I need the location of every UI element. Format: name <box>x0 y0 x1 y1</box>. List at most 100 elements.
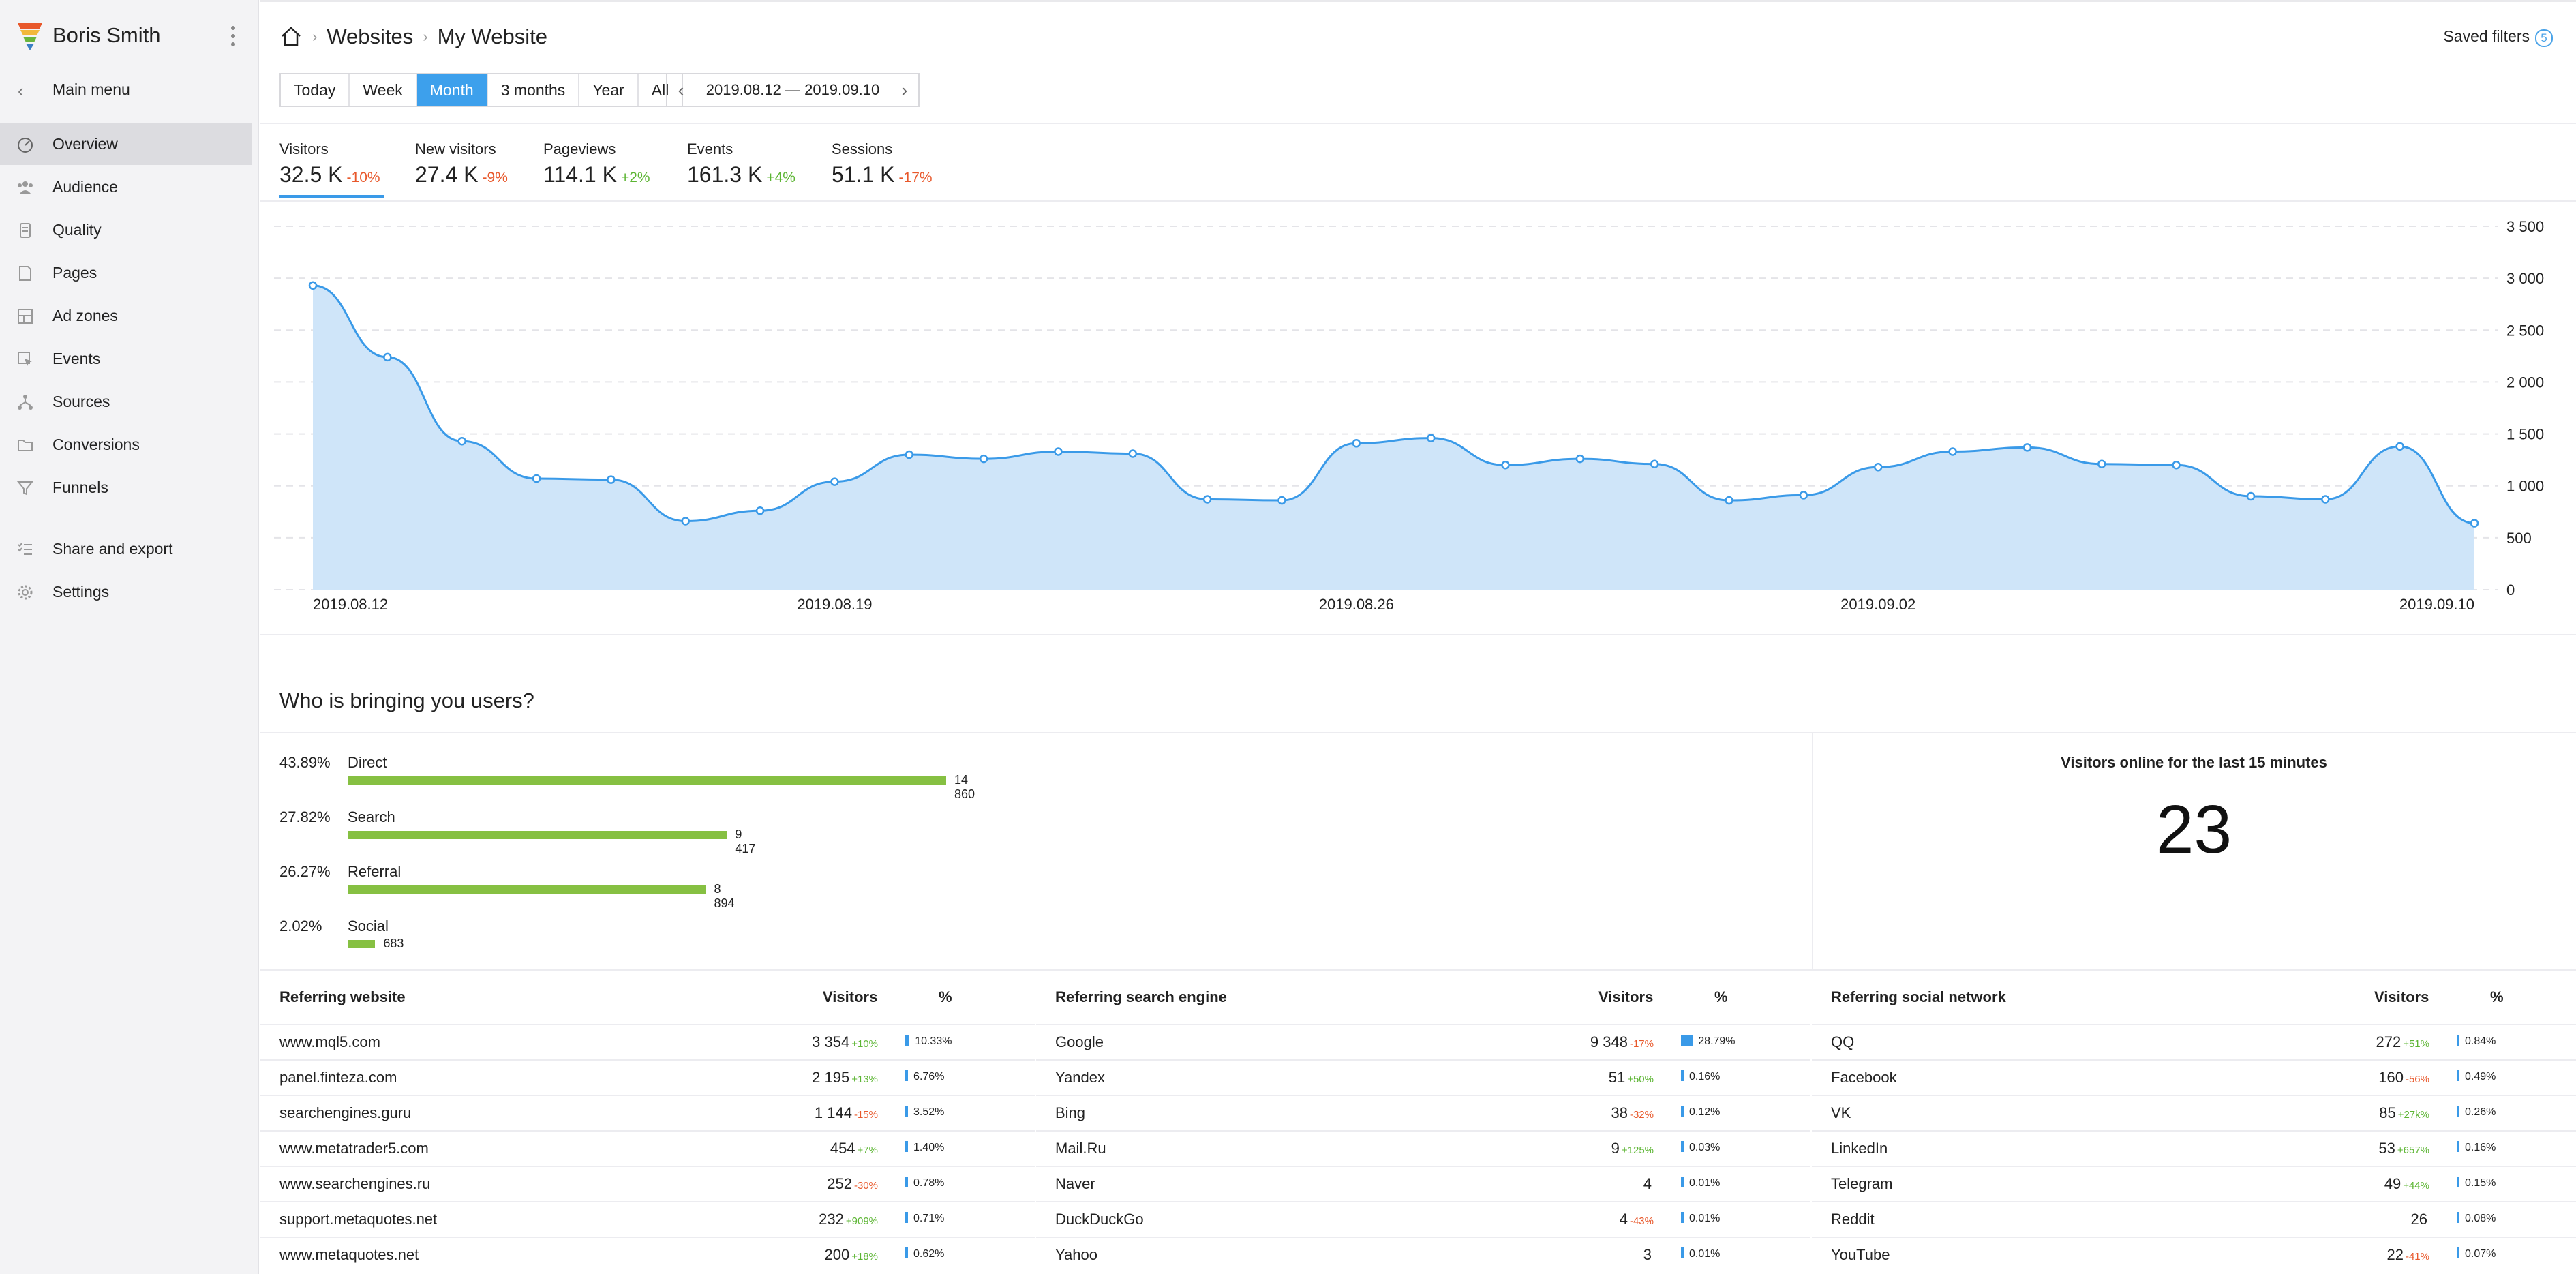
row-name[interactable]: Facebook <box>1831 1069 1897 1086</box>
row-name[interactable]: www.metaquotes.net <box>279 1246 419 1263</box>
data-point[interactable] <box>1352 439 1361 448</box>
table-row[interactable]: www.metatrader5.com 454 +7% 1.40% <box>260 1130 1035 1167</box>
breadcrumb-websites[interactable]: Websites <box>327 25 414 48</box>
table-row[interactable]: www.metaquotes.net 200 +18% 0.62% <box>260 1237 1035 1273</box>
sidebar-item-ad-zones[interactable]: Ad zones <box>0 294 252 337</box>
data-point[interactable] <box>830 477 839 486</box>
main-menu-link[interactable]: ‹ Main menu <box>0 74 259 105</box>
table-row[interactable]: Yahoo 3 0.01% <box>1036 1237 1810 1273</box>
sidebar-item-audience[interactable]: Audience <box>0 166 252 208</box>
data-point[interactable] <box>2470 519 2479 528</box>
data-point[interactable] <box>2097 459 2106 468</box>
row-name[interactable]: VK <box>1831 1104 1851 1121</box>
row-name[interactable]: support.metaquotes.net <box>279 1211 438 1228</box>
table-row[interactable]: www.searchengines.ru 252 -30% 0.78% <box>260 1166 1035 1202</box>
table-row[interactable]: panel.finteza.com 2 195 +13% 6.76% <box>260 1059 1035 1096</box>
row-name[interactable]: LinkedIn <box>1831 1140 1888 1157</box>
table-row[interactable]: Mail.Ru 9 +125% 0.03% <box>1036 1130 1810 1167</box>
data-point[interactable] <box>1725 496 1733 505</box>
table-row[interactable]: LinkedIn 53 +657% 0.16% <box>1812 1130 2576 1167</box>
data-point[interactable] <box>308 281 318 290</box>
data-point[interactable] <box>1873 463 1883 472</box>
data-point[interactable] <box>1799 491 1808 500</box>
metric-visitors[interactable]: Visitors 32.5 K -10% <box>279 140 380 187</box>
more-options-icon[interactable] <box>230 26 236 50</box>
chevron-right-icon[interactable]: › <box>901 79 908 100</box>
table-row[interactable]: Naver 4 0.01% <box>1036 1166 1810 1202</box>
table-row[interactable]: Bing 38 -32% 0.12% <box>1036 1095 1810 1132</box>
data-point[interactable] <box>1501 461 1510 470</box>
data-point[interactable] <box>1426 434 1436 442</box>
data-point[interactable] <box>681 517 690 526</box>
metric-sessions[interactable]: Sessions 51.1 K -17% <box>832 140 933 187</box>
period-today[interactable]: Today <box>281 74 350 106</box>
table-row[interactable]: Facebook 160 -56% 0.49% <box>1812 1059 2576 1096</box>
row-name[interactable]: Yahoo <box>1055 1246 1097 1263</box>
metric-new-visitors[interactable]: New visitors 27.4 K -9% <box>415 140 508 187</box>
data-point[interactable] <box>2246 491 2256 501</box>
data-point[interactable] <box>607 475 616 484</box>
row-name[interactable]: Yandex <box>1055 1069 1105 1086</box>
row-name[interactable]: www.mql5.com <box>279 1033 380 1050</box>
period-month[interactable]: Month <box>416 74 488 106</box>
sidebar-item-events[interactable]: Events <box>0 337 252 380</box>
data-point[interactable] <box>1277 496 1286 505</box>
column-header-name[interactable]: Referring social network <box>1831 988 2006 1005</box>
column-header-pct[interactable]: % <box>2490 988 2504 1005</box>
row-name[interactable]: searchengines.guru <box>279 1104 412 1121</box>
column-header-visitors[interactable]: Visitors <box>823 988 878 1005</box>
sidebar-item-overview[interactable]: Overview <box>0 123 252 165</box>
sidebar-item-quality[interactable]: Quality <box>0 209 252 251</box>
data-point[interactable] <box>2022 443 2032 452</box>
table-row[interactable]: YouTube 22 -41% 0.07% <box>1812 1237 2576 1273</box>
sidebar-item-conversions[interactable]: Conversions <box>0 423 252 466</box>
column-header-name[interactable]: Referring website <box>279 988 406 1005</box>
saved-filters-button[interactable]: Saved filters 5 <box>2443 27 2553 47</box>
metric-events[interactable]: Events 161.3 K +4% <box>687 140 795 187</box>
data-point[interactable] <box>457 436 466 446</box>
metric-pageviews[interactable]: Pageviews 114.1 K +2% <box>543 140 650 187</box>
row-name[interactable]: Mail.Ru <box>1055 1140 1106 1157</box>
table-row[interactable]: QQ 272 +51% 0.84% <box>1812 1024 2576 1061</box>
period-year[interactable]: Year <box>579 74 639 106</box>
row-name[interactable]: Telegram <box>1831 1175 1893 1192</box>
column-header-visitors[interactable]: Visitors <box>1598 988 1654 1005</box>
table-row[interactable]: Google 9 348 -17% 28.79% <box>1036 1024 1810 1061</box>
row-name[interactable]: Bing <box>1055 1104 1086 1121</box>
data-point[interactable] <box>1650 459 1659 468</box>
sidebar-item-pages[interactable]: Pages <box>0 252 252 294</box>
data-point[interactable] <box>383 352 392 362</box>
sidebar-item-share-export[interactable]: Share and export <box>0 528 252 570</box>
table-row[interactable]: Telegram 49 +44% 0.15% <box>1812 1166 2576 1202</box>
row-name[interactable]: Google <box>1055 1033 1104 1050</box>
period-3-months[interactable]: 3 months <box>488 74 580 106</box>
date-range-text[interactable]: 2019.08.12 — 2019.09.10 <box>706 81 880 98</box>
data-point[interactable] <box>2395 442 2404 451</box>
row-name[interactable]: DuckDuckGo <box>1055 1211 1144 1228</box>
data-point[interactable] <box>1948 447 1957 456</box>
sidebar-item-funnels[interactable]: Funnels <box>0 466 252 509</box>
table-row[interactable]: VK 85 +27k% 0.26% <box>1812 1095 2576 1132</box>
sidebar-item-sources[interactable]: Sources <box>0 380 252 423</box>
column-header-name[interactable]: Referring search engine <box>1055 988 1227 1005</box>
data-point[interactable] <box>1575 454 1585 464</box>
table-row[interactable]: Reddit 26 0.08% <box>1812 1201 2576 1238</box>
sidebar-item-settings[interactable]: Settings <box>0 571 252 613</box>
data-point[interactable] <box>1202 495 1212 504</box>
period-week[interactable]: Week <box>350 74 417 106</box>
row-name[interactable]: QQ <box>1831 1033 1855 1050</box>
row-name[interactable]: www.metatrader5.com <box>279 1140 429 1157</box>
chevron-left-icon[interactable]: ‹ <box>678 79 684 100</box>
column-header-pct[interactable]: % <box>939 988 952 1005</box>
visitors-chart[interactable]: 0 500 1 000 1 500 2 000 2 500 3 000 3 500 2019.0… <box>260 204 2576 641</box>
data-point[interactable] <box>532 474 541 483</box>
user-name[interactable]: Boris Smith <box>52 23 161 47</box>
table-row[interactable]: support.metaquotes.net 232 +909% 0.71% <box>260 1201 1035 1238</box>
data-point[interactable] <box>979 454 988 464</box>
row-name[interactable]: www.searchengines.ru <box>279 1175 431 1192</box>
table-row[interactable]: www.mql5.com 3 354 +10% 10.33% <box>260 1024 1035 1061</box>
data-point[interactable] <box>1054 447 1063 456</box>
table-row[interactable]: searchengines.guru 1 144 -15% 3.52% <box>260 1095 1035 1132</box>
column-header-visitors[interactable]: Visitors <box>2374 988 2429 1005</box>
table-row[interactable]: Yandex 51 +50% 0.16% <box>1036 1059 1810 1096</box>
